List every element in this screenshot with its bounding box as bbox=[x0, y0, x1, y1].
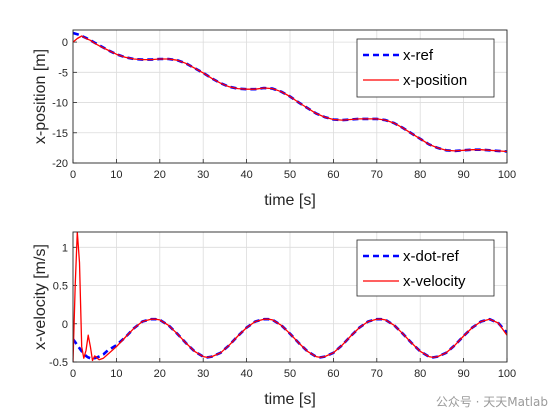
y-tick-label: 0.5 bbox=[53, 281, 68, 293]
x-tick-label: 80 bbox=[414, 169, 426, 181]
x-tick-label: 10 bbox=[110, 169, 122, 181]
x-tick-label: 50 bbox=[284, 169, 296, 181]
x-tick-label: 20 bbox=[154, 368, 166, 380]
axes-box bbox=[72, 29, 508, 164]
x-tick-label: 60 bbox=[327, 368, 339, 380]
velocity-subplot: 0 10 20 30 40 50 60 70 80 90 100 0 0.5 1 -0.5 time [s] x… bbox=[32, 231, 516, 408]
x-tick-label: 30 bbox=[197, 368, 209, 380]
x-tick-label: 70 bbox=[371, 169, 383, 181]
x-tick-label: 40 bbox=[240, 169, 252, 181]
series-line-x-velocity bbox=[73, 232, 507, 362]
x-axis-label: time [s] bbox=[264, 192, 316, 209]
x-tick-label: 100 bbox=[498, 169, 516, 181]
y-axis-label: x-velocity [m/s] bbox=[32, 244, 49, 350]
x-tick-label: 80 bbox=[414, 368, 426, 380]
axes-box bbox=[72, 231, 508, 363]
x-tick-label: 100 bbox=[498, 368, 516, 380]
position-subplot: 0 10 20 30 40 50 60 70 80 90 100 0 -5 -10 -15 -20 time [… bbox=[32, 29, 516, 209]
x-tick-label: 70 bbox=[371, 368, 383, 380]
y-axis-label: x-position [m] bbox=[32, 49, 49, 144]
legend-box bbox=[356, 38, 495, 98]
y-tick-label: -15 bbox=[52, 128, 68, 140]
y-tick-label: 0 bbox=[62, 37, 68, 49]
x-tick-label: 90 bbox=[457, 169, 469, 181]
x-tick-label: 0 bbox=[70, 368, 76, 380]
y-tick-label: 1 bbox=[62, 242, 68, 254]
legend-label-x-velocity: x-velocity bbox=[403, 273, 466, 290]
x-tick-label: 30 bbox=[197, 169, 209, 181]
x-tick-label: 60 bbox=[327, 169, 339, 181]
y-tick-label: -0.5 bbox=[49, 357, 68, 369]
x-tick-label: 10 bbox=[110, 368, 122, 380]
x-tick-label: 0 bbox=[70, 169, 76, 181]
y-tick-label: -5 bbox=[58, 67, 68, 79]
x-tick-label: 20 bbox=[154, 169, 166, 181]
legend-label-x-ref: x-ref bbox=[403, 47, 434, 64]
x-tick-label: 90 bbox=[457, 368, 469, 380]
legend-label-x-dot-ref: x-dot-ref bbox=[403, 248, 460, 265]
x-axis-label: time [s] bbox=[264, 391, 316, 408]
y-tick-label: -20 bbox=[52, 158, 68, 170]
y-tick-label: 0 bbox=[62, 319, 68, 331]
legend-box bbox=[356, 239, 495, 297]
legend-label-x-position: x-position bbox=[403, 72, 467, 89]
series-line-x-dot-ref bbox=[73, 317, 507, 361]
x-tick-label: 40 bbox=[240, 368, 252, 380]
x-tick-label: 50 bbox=[284, 368, 296, 380]
watermark: 公众号 · 天天Matlab bbox=[436, 395, 548, 409]
y-tick-label: -10 bbox=[52, 98, 68, 110]
series-line-x-position bbox=[73, 35, 507, 153]
